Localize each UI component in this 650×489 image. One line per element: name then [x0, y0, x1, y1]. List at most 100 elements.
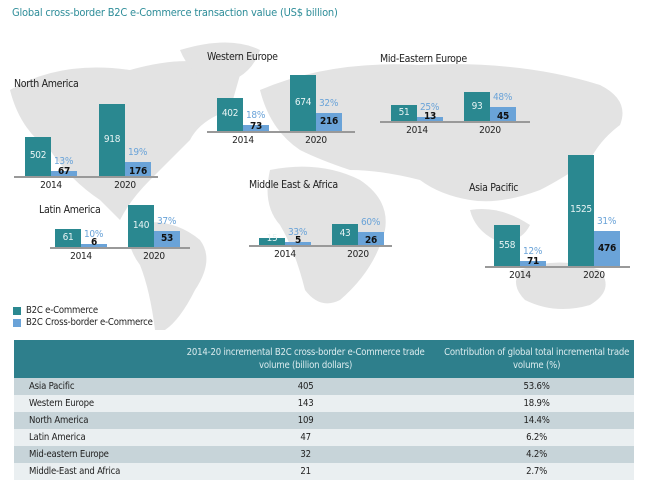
row-region: Latin America — [14, 429, 172, 446]
row-volume: 405 — [172, 378, 440, 395]
incremental-trade-table: 2014-20 incremental B2C cross-border e-C… — [14, 340, 634, 480]
legend-label-cross-border: B2C Cross-border e-Commerce — [26, 317, 153, 328]
region-label-latin-america: Latin America — [39, 204, 101, 216]
bar-b2c-western-europe-2020 — [290, 75, 316, 131]
table-header-volume: 2014-20 incremental B2C cross-border e-C… — [172, 340, 440, 378]
cross-border-share-label: 10% — [84, 229, 104, 240]
row-contribution: 14.4% — [439, 412, 634, 429]
cross-border-value-label: 53 — [161, 233, 173, 245]
bar-b2c-latin-america-2014 — [55, 228, 81, 247]
b2c-value-label: 15 — [266, 233, 278, 244]
cross-border-value-label: 476 — [598, 242, 616, 254]
year-axis-label: 2020 — [305, 135, 327, 146]
year-axis-label: 2020 — [143, 251, 165, 262]
bar-cross-border-asia-pacific-2014 — [520, 260, 546, 266]
year-axis-label: 2014 — [406, 125, 428, 136]
bar-cross-border-mid-eastern-europe-2020 — [490, 107, 516, 121]
year-axis-label: 2014 — [274, 249, 296, 260]
bar-cross-border-western-europe-2014 — [243, 124, 269, 131]
cross-border-value-label: 45 — [497, 111, 509, 122]
b2c-value-label: 61 — [62, 231, 74, 243]
region-label-north-america: North America — [14, 78, 79, 90]
row-contribution: 53.6% — [439, 378, 634, 395]
year-axis-label: 2014 — [70, 251, 92, 262]
b2c-value-label: 140 — [132, 220, 150, 231]
bar-cross-border-mid-eastern-europe-2014 — [417, 116, 443, 121]
b2c-value-label: 918 — [103, 134, 121, 145]
map-north-america — [10, 61, 240, 220]
region-label-mid-eastern-europe: Mid-Eastern Europe — [380, 53, 467, 65]
row-region: North America — [14, 412, 172, 429]
bar-cross-border-asia-pacific-2020 — [594, 231, 620, 266]
bar-cross-border-latin-america-2014 — [81, 244, 107, 247]
cross-border-value-label: 6 — [91, 237, 97, 248]
bar-cross-border-latin-america-2020 — [154, 231, 180, 247]
row-region: Asia Pacific — [14, 378, 172, 395]
table-row: Mid-eastern Europe 32 4.2% — [14, 446, 634, 463]
cross-border-value-label: 5 — [295, 235, 301, 246]
year-axis-label: 2014 — [232, 135, 254, 146]
region-label-middle-east-africa: Middle East & Africa — [249, 179, 338, 191]
bar-cross-border-north-america-2020 — [125, 162, 151, 176]
bar-b2c-middle-east-africa-2020 — [332, 223, 358, 245]
row-volume: 47 — [172, 429, 440, 446]
chart-title: Global cross-border B2C e-Commerce trans… — [12, 6, 338, 19]
map-eurasia — [260, 64, 623, 202]
cross-border-share-label: 13% — [54, 155, 74, 167]
cross-border-share-label: 19% — [128, 147, 148, 159]
row-contribution: 18.9% — [439, 395, 634, 412]
b2c-value-label: 51 — [398, 107, 410, 119]
b2c-value-label: 558 — [498, 239, 516, 251]
year-axis-label: 2020 — [114, 180, 136, 191]
legend-swatch-cross-border — [13, 318, 21, 327]
row-contribution: 4.2% — [439, 446, 634, 463]
row-volume: 21 — [172, 463, 440, 480]
b2c-value-label: 1525 — [570, 204, 592, 216]
cross-border-value-label: 73 — [250, 121, 262, 132]
cross-border-share-label: 18% — [246, 109, 266, 121]
legend-swatch-b2c — [13, 306, 21, 315]
cross-border-value-label: 71 — [527, 256, 539, 267]
row-volume: 32 — [172, 446, 440, 463]
bar-b2c-western-europe-2014 — [217, 97, 243, 131]
bar-cross-border-north-america-2014 — [51, 170, 77, 176]
legend-item-cross-border: B2C Cross-border e-Commerce — [13, 317, 153, 328]
year-axis-label: 2020 — [583, 270, 605, 281]
bar-b2c-middle-east-africa-2014 — [259, 237, 285, 245]
cross-border-share-label: 25% — [420, 101, 440, 113]
year-axis-label: 2014 — [40, 180, 62, 191]
b2c-value-label: 43 — [339, 228, 351, 240]
cross-border-value-label: 26 — [365, 235, 377, 246]
cross-border-share-label: 12% — [523, 245, 543, 257]
table-row: North America 109 14.4% — [14, 412, 634, 429]
baseline — [485, 266, 630, 268]
b2c-value-label: 402 — [221, 108, 239, 120]
cross-border-share-label: 48% — [493, 92, 513, 104]
row-region: Western Europe — [14, 395, 172, 412]
cross-border-share-label: 60% — [361, 217, 381, 228]
b2c-value-label: 93 — [471, 100, 483, 112]
bar-cross-border-western-europe-2020 — [316, 113, 342, 131]
year-axis-label: 2014 — [509, 270, 531, 281]
b2c-value-label: 502 — [29, 150, 47, 162]
cross-border-value-label: 67 — [58, 166, 70, 177]
bar-b2c-mid-eastern-europe-2014 — [391, 105, 417, 121]
bar-b2c-north-america-2014 — [25, 136, 51, 176]
table-header-region — [14, 340, 172, 378]
baseline — [50, 247, 190, 249]
cross-border-share-label: 31% — [597, 216, 617, 228]
baseline — [249, 245, 392, 247]
map-greenland — [180, 42, 260, 85]
region-label-western-europe: Western Europe — [207, 51, 278, 63]
legend-item-b2c: B2C e-Commerce — [13, 305, 98, 316]
row-contribution: 2.7% — [439, 463, 634, 480]
map-australia — [516, 262, 606, 309]
row-region: Middle-East and Africa — [14, 463, 172, 480]
cross-border-value-label: 176 — [129, 166, 147, 177]
table-row: Asia Pacific 405 53.6% — [14, 378, 634, 395]
bar-cross-border-middle-east-africa-2014 — [285, 242, 311, 245]
bar-b2c-asia-pacific-2020 — [568, 154, 594, 266]
baseline — [380, 121, 530, 123]
table-header-row: 2014-20 incremental B2C cross-border e-C… — [14, 340, 634, 378]
